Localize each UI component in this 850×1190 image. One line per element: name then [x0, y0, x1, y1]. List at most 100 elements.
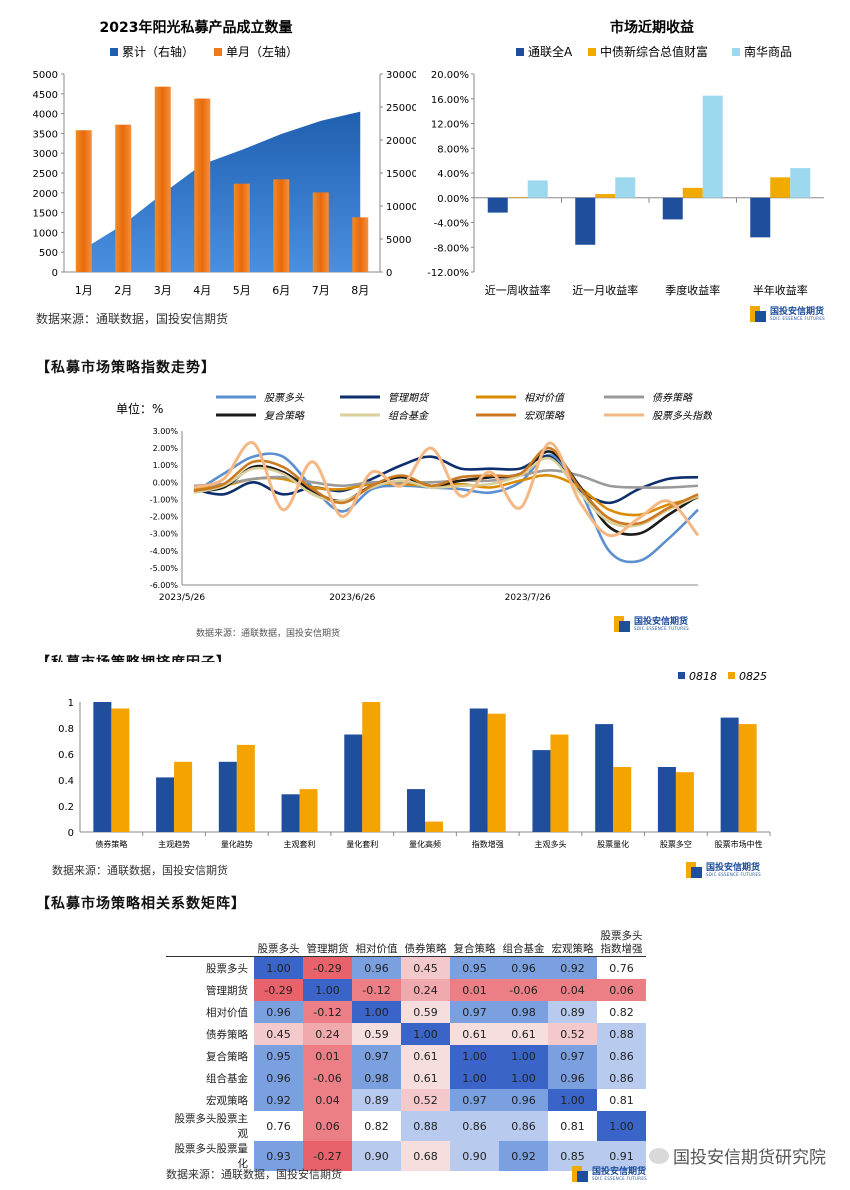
- matrix-cell: 0.98: [499, 1001, 548, 1023]
- matrix-cell: 0.95: [254, 1045, 303, 1067]
- y-tick-label-right: 10000: [386, 202, 416, 213]
- y-tick-label-right: 0: [386, 268, 392, 279]
- section-title-strategy-trend: 【私募市场策略指数走势】: [36, 360, 216, 376]
- x-tick-label: 量化高频: [409, 839, 441, 849]
- x-tick-label: 6月: [272, 284, 290, 297]
- bar-monthly: [352, 217, 369, 272]
- bar-0: [218, 761, 237, 832]
- matrix-cell: 0.85: [548, 1141, 597, 1171]
- x-tick-label: 股票市场中性: [715, 839, 763, 849]
- bar-1: [174, 761, 193, 832]
- x-tick-label: 债券策略: [95, 839, 127, 849]
- bar-2: [790, 168, 811, 198]
- matrix-cell: 0.61: [401, 1045, 450, 1067]
- x-tick-label: 近一月收益率: [572, 283, 638, 297]
- bar-monthly: [233, 183, 250, 272]
- area-cumulative: [83, 111, 361, 273]
- logo-en: SDIC ESSENCE FUTURES: [706, 871, 762, 877]
- matrix-cell: 0.81: [597, 1089, 646, 1111]
- logo-mark-icon: [614, 616, 630, 632]
- legend-label-0: 股票多头: [264, 392, 305, 404]
- x-tick-label: 2023/7/26: [505, 593, 551, 603]
- logo-cn: 国投安信期货: [634, 616, 689, 627]
- logo-en: SDIC ESSENCE FUTURES: [770, 315, 826, 321]
- legend-swatch-0: [110, 48, 118, 56]
- matrix-cell: 0.81: [548, 1111, 597, 1141]
- legend-label-0: 0818: [689, 670, 717, 683]
- chart-crowding-factor: 0818 0825 0 0.2 0.4 0.6 0.8 1 债券策略 主观趋势 量化趋势 主观套利 量化…: [36, 662, 776, 858]
- bar-1: [595, 194, 616, 198]
- watermark: 国投安信期货研究院: [649, 1143, 826, 1168]
- matrix-row-label: 股票多头: [206, 962, 248, 975]
- y-tick-label-left: 2500: [33, 169, 58, 180]
- matrix-cell: 0.96: [254, 1067, 303, 1089]
- x-tick-label: 2月: [114, 284, 132, 297]
- bar-1: [236, 744, 255, 832]
- matrix-row-label: 债券策略: [206, 1028, 248, 1041]
- matrix-cell: 0.45: [254, 1023, 303, 1045]
- matrix-cell: 1.00: [450, 1045, 499, 1067]
- legend-label-5: 组合基金: [388, 410, 430, 422]
- matrix-col-header: 债券策略: [401, 926, 450, 957]
- y-tick-label-right: 25000: [386, 103, 416, 114]
- y-tick-label: 4.00%: [437, 169, 469, 180]
- x-tick-label: 股票多空: [660, 839, 692, 849]
- bar-0: [281, 794, 300, 832]
- matrix-row-label: 相对价值: [206, 1006, 248, 1019]
- y-tick-label: -3.00%: [150, 530, 179, 539]
- y-tick-label: 2.00%: [153, 444, 179, 453]
- y-tick-label: -4.00%: [150, 547, 179, 556]
- matrix-cell: 0.90: [352, 1141, 401, 1171]
- logo-en: SDIC ESSENCE FUTURES: [592, 1175, 648, 1181]
- y-tick-label-left: 4500: [33, 90, 58, 101]
- matrix-row: 管理期货 -0.29 1.00 -0.12 0.24 0.01 -0.06 0.04 0.06: [166, 979, 646, 1001]
- x-tick-label: 5月: [233, 284, 251, 297]
- matrix-cell: 0.96: [499, 956, 548, 979]
- y-tick-label-left: 3000: [33, 149, 58, 160]
- logo-2: 国投安信期货 SDIC ESSENCE FUTURES: [614, 616, 689, 632]
- matrix-cell: -0.06: [303, 1067, 352, 1089]
- matrix-cell: 0.24: [401, 979, 450, 1001]
- matrix-cell: 0.82: [597, 1001, 646, 1023]
- matrix-cell: 0.96: [254, 1001, 303, 1023]
- matrix-cell: 0.93: [254, 1141, 303, 1171]
- logo-cn: 国投安信期货: [592, 1166, 647, 1177]
- y-tick-label-right: 30000: [386, 70, 416, 81]
- watermark-text: 国投安信期货研究院: [673, 1148, 826, 1168]
- matrix-cell: 0.86: [499, 1111, 548, 1141]
- matrix-row: 债券策略 0.45 0.24 0.59 1.00 0.61 0.61 0.52 0.88: [166, 1023, 646, 1045]
- matrix-cell: 0.86: [450, 1111, 499, 1141]
- matrix-cell: 0.01: [450, 979, 499, 1001]
- matrix-cell: 0.95: [450, 956, 499, 979]
- legend-swatch-2: [732, 48, 740, 56]
- x-tick-label: 量化套利: [346, 839, 378, 849]
- matrix-cell: 0.61: [450, 1023, 499, 1045]
- legend-swatch-0: [516, 48, 524, 56]
- matrix-header-row: 股票多头 管理期货 相对价值 债券策略 复合策略 组合基金 宏观策略 股票多头 指数增强: [166, 926, 646, 957]
- y-tick-label-left: 0: [52, 268, 58, 279]
- matrix-cell: 0.76: [597, 956, 646, 979]
- bar-1: [682, 187, 703, 198]
- x-tick-label: 2023/5/26: [159, 593, 205, 603]
- matrix-cell: 0.86: [597, 1045, 646, 1067]
- y-tick-label: 1: [68, 698, 74, 709]
- y-tick-label-left: 5000: [33, 70, 58, 81]
- y-tick-label-right: 5000: [386, 235, 411, 246]
- matrix-col-header: 股票多头: [254, 926, 303, 957]
- bar-0: [750, 197, 771, 238]
- matrix-cell: 0.61: [401, 1067, 450, 1089]
- matrix-cell: 0.91: [597, 1141, 646, 1171]
- series-line-7: [193, 441, 700, 538]
- y-tick-label-left: 2000: [33, 189, 58, 200]
- y-tick-label: 16.00%: [431, 95, 469, 106]
- legend-label-1: 中债新综合总值财富: [600, 44, 708, 59]
- matrix-cell: 0.68: [401, 1141, 450, 1171]
- legend-label-0: 通联全A: [528, 44, 573, 59]
- wechat-icon: [649, 1147, 669, 1164]
- matrix-row-label: 股票多头股票主观: [174, 1113, 249, 1140]
- bar-monthly: [312, 192, 329, 272]
- bar-1: [299, 789, 318, 832]
- logo-mark-icon: [750, 306, 766, 322]
- legend-label-1: 管理期货: [388, 392, 430, 404]
